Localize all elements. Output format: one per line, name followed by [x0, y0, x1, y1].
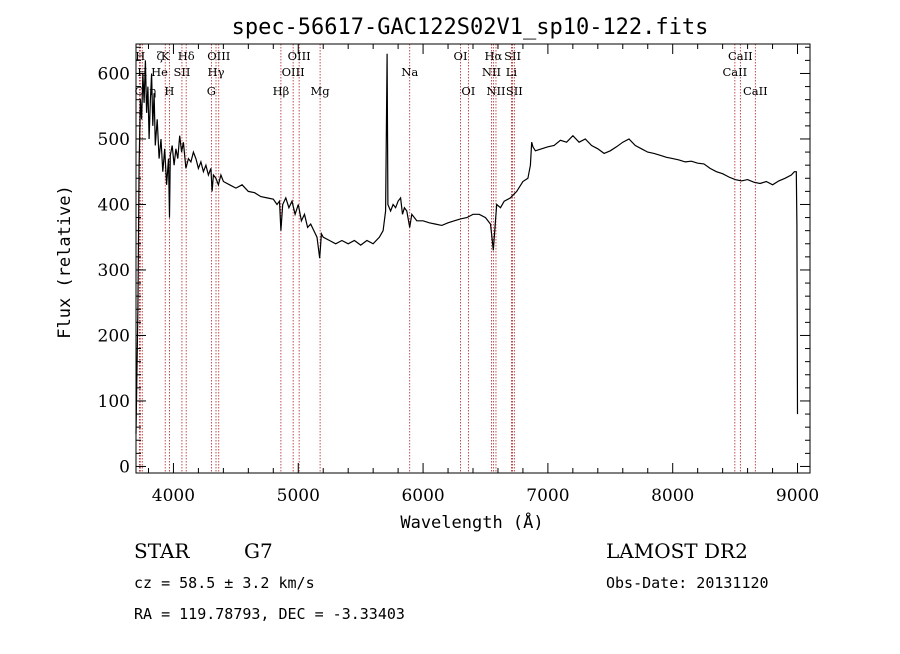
line-marker-label: Hβ	[273, 84, 290, 98]
x-tick-label: 4000	[152, 486, 195, 506]
x-tick-label: 8000	[651, 486, 694, 506]
line-marker-label: He	[151, 65, 168, 79]
x-tick-label: 6000	[401, 486, 444, 506]
x-axis-ticks: 4000 5000 6000 7000 8000 9000	[147, 44, 819, 506]
line-marker-label: Hδ	[178, 49, 195, 63]
x-axis-label: Wavelength (Å)	[400, 511, 543, 533]
redshift-cz: cz = 58.5 ± 3.2 km/s	[134, 574, 315, 592]
line-marker-label: NII	[486, 84, 505, 98]
line-marker-label: H	[164, 84, 174, 98]
line-marker-label: G	[207, 84, 216, 98]
line-marker-label: CaII	[743, 84, 768, 98]
line-marker-label: CaII	[728, 49, 753, 63]
observation-date: Obs-Date: 20131120	[606, 574, 769, 592]
line-marker-label: OI	[461, 84, 475, 98]
plot-frame	[135, 43, 811, 474]
x-tick-label: 7000	[526, 486, 569, 506]
line-marker-label: H	[137, 65, 147, 79]
line-marker-label: OIII	[288, 49, 311, 63]
ra-dec: RA = 119.78793, DEC = -3.33403	[134, 605, 405, 623]
chart-title: spec-56617-GAC122S02V1_sp10-122.fits	[232, 15, 709, 40]
line-marker-label: ζ	[156, 49, 162, 63]
line-markers	[138, 44, 756, 473]
object-class: STAR	[134, 539, 190, 563]
y-tick-label: 600	[98, 64, 130, 84]
object-subclass: G7	[244, 539, 273, 563]
x-tick-label: 5000	[277, 486, 320, 506]
line-marker-label: K	[161, 49, 170, 63]
y-tick-label: 200	[98, 326, 130, 346]
y-tick-label: 100	[98, 392, 130, 412]
line-marker-label: O	[135, 84, 144, 98]
line-marker-label: η	[149, 84, 156, 98]
line-marker-label: Hγ	[208, 65, 225, 79]
y-axis-ticks: 0 100 200 300 400 500 600	[98, 46, 810, 477]
y-tick-label: 300	[98, 261, 130, 281]
y-tick-label: 400	[98, 195, 130, 215]
line-marker-label: CaII	[722, 65, 747, 79]
line-marker-label: Hα	[484, 49, 502, 63]
line-marker-label: SII	[173, 65, 190, 79]
y-axis-label: Flux (relative)	[55, 185, 75, 339]
line-marker-label: SII	[506, 84, 523, 98]
line-marker-label: H	[135, 49, 145, 63]
y-tick-label: 500	[98, 130, 130, 150]
line-marker-label: OIII	[207, 49, 230, 63]
line-marker-label: OIII	[282, 65, 305, 79]
line-marker-label: NII	[482, 65, 501, 79]
line-marker-label: OI	[454, 49, 468, 63]
line-marker-label: Na	[401, 65, 418, 79]
x-tick-label: 9000	[776, 486, 819, 506]
line-marker-label: Li	[506, 65, 518, 79]
spectrum-line	[135, 53, 799, 434]
line-marker-label: SII	[504, 49, 521, 63]
survey-name: LAMOST DR2	[606, 539, 748, 563]
y-tick-label: 0	[119, 457, 130, 477]
line-marker-label: Mg	[311, 84, 331, 98]
